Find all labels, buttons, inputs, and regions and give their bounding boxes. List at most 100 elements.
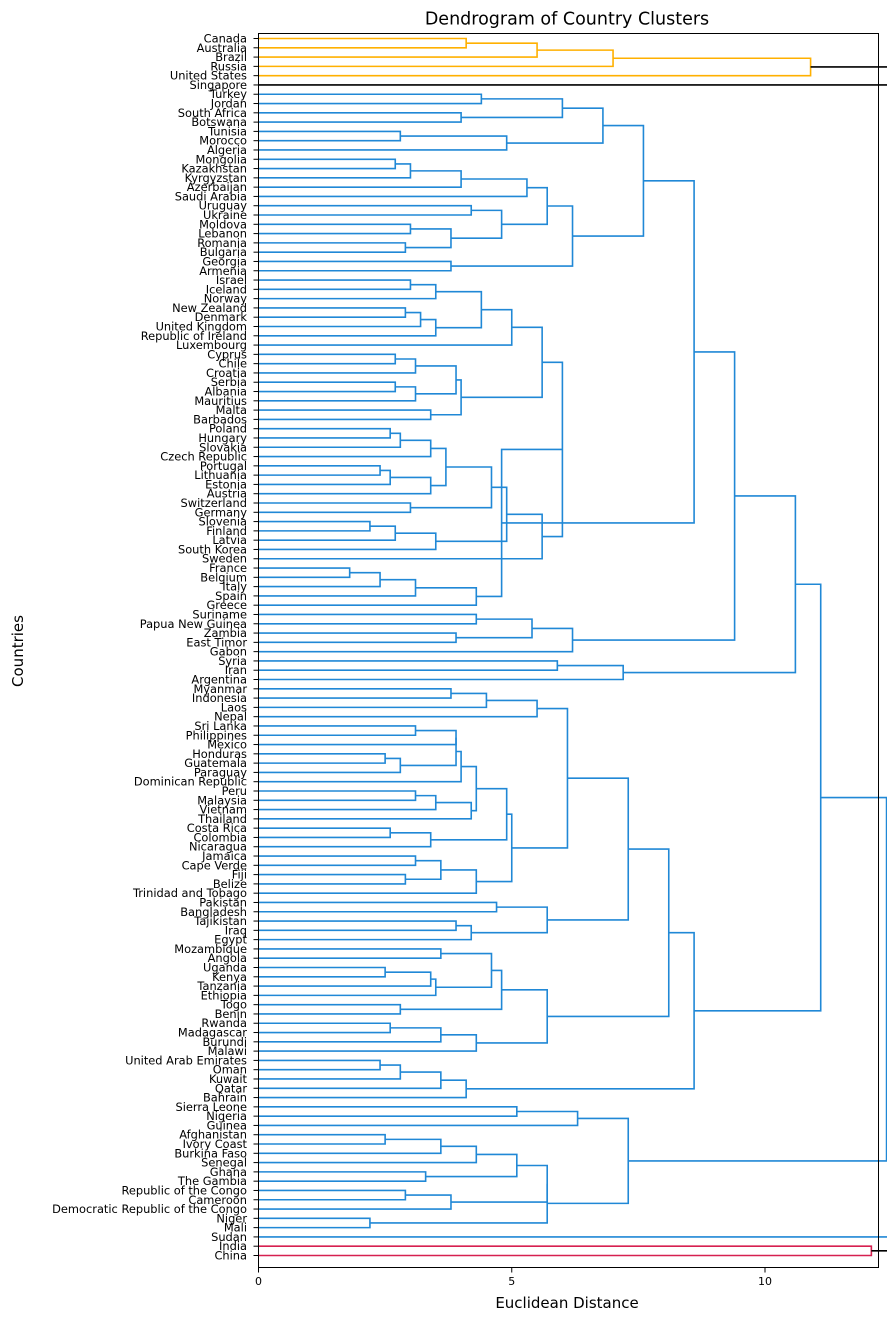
link-E15 — [461, 326, 543, 399]
leaf-label: Brazil — [215, 50, 247, 64]
link-D3 — [461, 98, 564, 119]
link-D9 — [258, 170, 462, 188]
leaf-label: South Korea — [178, 542, 247, 556]
link-D5 — [258, 135, 508, 151]
leaf-label: Dominican Republic — [134, 775, 247, 789]
link-G6 — [258, 660, 559, 672]
leaf-label: Azerbaijan — [187, 180, 247, 194]
link-F6 — [258, 476, 432, 495]
leaf-label: Indonesia — [192, 691, 247, 705]
leaf-label: Belize — [213, 877, 247, 891]
leaf-label: United States — [170, 69, 247, 83]
link-H23 — [258, 901, 498, 913]
leaf-label: Qatar — [215, 1081, 247, 1095]
link-E3 — [258, 307, 407, 318]
leaf-label: Moldova — [199, 217, 247, 231]
leaf-label: Uganda — [203, 961, 247, 975]
leaf-label: Gabon — [210, 645, 247, 659]
link-J1 — [258, 948, 442, 960]
leaf-label: Israel — [216, 273, 247, 287]
link-K5 — [258, 1145, 478, 1164]
link-F16 — [258, 567, 351, 579]
leaf-label: Honduras — [192, 747, 247, 761]
link-K13 — [547, 1117, 630, 1205]
leaf-label: Philippines — [186, 728, 247, 742]
link-G5 — [572, 351, 736, 641]
link-F10 — [258, 520, 371, 532]
leaf-label: Lithuania — [194, 468, 247, 482]
dendrogram-links — [258, 37, 887, 1257]
link-J5 — [435, 952, 493, 989]
leaf-label: Trinidad and Tobago — [132, 886, 247, 900]
link-H18 — [258, 873, 407, 885]
link-E12 — [415, 365, 457, 395]
leaf-label: Egypt — [214, 933, 247, 947]
link-H25 — [258, 924, 473, 941]
link-F21 — [501, 180, 695, 524]
leaf-label: Malawi — [208, 1044, 247, 1058]
leaf-label: Iceland — [206, 282, 247, 296]
link-K10 — [450, 1164, 549, 1203]
link-F18 — [258, 578, 417, 597]
link-H1 — [258, 688, 452, 699]
link-D8 — [258, 163, 412, 179]
leaf-label: Burundi — [202, 1035, 247, 1049]
leaf-label: South Africa — [178, 106, 247, 120]
leaf-label: Kuwait — [209, 1072, 248, 1086]
link-J18 — [694, 583, 822, 1012]
leaf-label: Estonia — [205, 477, 247, 491]
leaf-label: Jamaica — [201, 849, 247, 863]
link-H7 — [258, 757, 402, 774]
leaf-label: Mozambique — [174, 942, 247, 956]
leaf-label: China — [214, 1248, 247, 1262]
link-H6 — [258, 753, 386, 764]
link-H3 — [258, 699, 538, 718]
link-J7 — [400, 969, 503, 1011]
leaf-label: Myanmar — [193, 682, 247, 696]
link-F17 — [258, 571, 381, 588]
link-D1 — [258, 93, 483, 105]
link-K12 — [369, 1183, 549, 1224]
leaf-label: Nigeria — [206, 1109, 247, 1123]
link-K6 — [258, 1171, 427, 1182]
x-tick-label: 10 — [758, 1275, 772, 1288]
leaf-label: East Timor — [186, 635, 247, 649]
link-E1 — [258, 279, 412, 291]
link-H4 — [258, 725, 417, 737]
link-H20 — [258, 869, 478, 894]
leaf-label: Mali — [224, 1221, 247, 1235]
link-F11 — [258, 525, 397, 541]
leaf-label: Uruguay — [199, 199, 248, 213]
leaf-label: Democratic Republic of the Congo — [52, 1202, 247, 1216]
leaf-label: Cameroon — [188, 1193, 247, 1207]
link-G4 — [258, 627, 574, 653]
leaf-label: Germany — [195, 505, 248, 519]
leaf-label: Rwanda — [201, 1016, 247, 1030]
link-D4 — [258, 130, 402, 142]
link-F4 — [258, 465, 381, 476]
link-D6 — [506, 107, 604, 144]
link-J14 — [258, 1064, 402, 1080]
leaf-label: Argentina — [191, 673, 247, 687]
leaf-label: Zambia — [204, 626, 247, 640]
link-H9 — [258, 750, 462, 783]
link-K4 — [258, 1138, 442, 1155]
leaf-label: Thailand — [197, 812, 247, 826]
leaf-label: Suriname — [192, 607, 247, 621]
x-tick-label: 5 — [508, 1275, 515, 1288]
link-E6 — [435, 290, 483, 329]
leaf-label: Sudan — [211, 1230, 247, 1244]
link-D14 — [405, 228, 452, 249]
leaf-label: Tajikistan — [193, 914, 247, 928]
link-K3 — [258, 1133, 386, 1145]
leaf-label: Lebanon — [198, 227, 247, 241]
leaf-label: Ethiopia — [201, 988, 247, 1002]
leaf-label: Italy — [222, 580, 247, 594]
leaf-label: Peru — [222, 784, 247, 798]
link-H17 — [258, 855, 417, 867]
leaf-label: Belgium — [200, 570, 247, 584]
leaf-label: Latvia — [212, 533, 247, 547]
link-J17 — [466, 931, 695, 1090]
leaf-label: Oman — [213, 1063, 247, 1077]
